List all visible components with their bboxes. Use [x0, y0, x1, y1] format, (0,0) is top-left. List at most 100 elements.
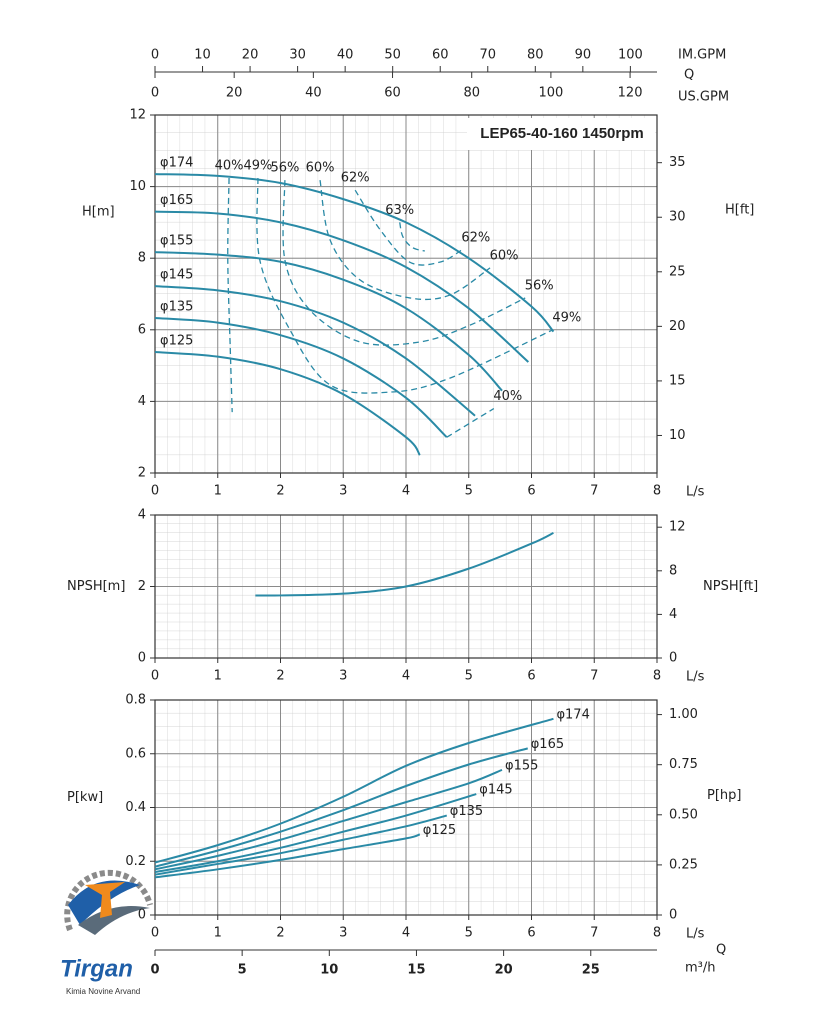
y-tick-label: 8	[138, 251, 146, 266]
series-label: φ125	[423, 823, 456, 838]
y-tick-label: 0	[138, 651, 146, 666]
y-tick-label: 0.6	[125, 746, 146, 761]
efficiency-label: 40%	[493, 389, 522, 404]
x-tick-label: 3	[339, 669, 347, 684]
title-box	[467, 118, 655, 150]
x-tick-label: 1	[214, 669, 222, 684]
bottom-axis-tick-label: 5	[238, 963, 247, 978]
efficiency-label: 60%	[490, 248, 519, 263]
efficiency-label: 49%	[552, 310, 581, 325]
y2-tick-label: 25	[669, 264, 686, 279]
y2-tick-label: 0	[669, 908, 677, 923]
curve	[154, 717, 554, 864]
logo-name: Tirgan	[60, 955, 133, 982]
x-tick-label: 2	[276, 926, 284, 941]
series-label: φ174	[556, 707, 589, 722]
y2-tick-label: 0	[669, 651, 677, 666]
top-axis-tick-label: 10	[194, 48, 211, 63]
y-tick-label: 4	[138, 394, 146, 409]
y-axis-label: H[m]	[82, 205, 115, 220]
logo-subtitle: Kimia Novine Arvand	[66, 987, 140, 996]
x-tick-label: 3	[339, 926, 347, 941]
top-axis-tick-label: 0	[151, 48, 159, 63]
curve	[154, 833, 421, 879]
efficiency-label: 56%	[270, 161, 299, 176]
bottom-axis-tick-label: 10	[320, 963, 338, 978]
series-label: φ125	[160, 333, 193, 348]
y-tick-label: 10	[129, 179, 146, 194]
top-axis-title: Q	[684, 68, 694, 83]
x-tick-label: 2	[276, 484, 284, 499]
top-axis-label: US.GPM	[678, 90, 729, 105]
y2-tick-label: 30	[669, 210, 686, 225]
y-tick-label: 0	[138, 908, 146, 923]
efficiency-label: 62%	[461, 230, 490, 245]
top-axis-tick-label: 70	[479, 48, 496, 63]
x-tick-label: 5	[465, 484, 473, 499]
efficiency-label: 40%	[215, 159, 244, 174]
series-label: φ135	[450, 804, 483, 819]
x-tick-label: 0	[151, 669, 159, 684]
bottom-axis-tick-label: 15	[407, 963, 425, 978]
y2-axis-label: NPSH[ft]	[703, 579, 758, 594]
x-tick-label: 0	[151, 484, 159, 499]
x-tick-label: 7	[590, 926, 598, 941]
x-tick-label: 4	[402, 669, 410, 684]
top-axis-tick-label: 80	[527, 48, 544, 63]
x-axis-label: L/s	[686, 485, 705, 500]
y2-tick-label: 15	[669, 373, 686, 388]
top-axis-tick-label: 80	[463, 86, 480, 101]
y2-tick-label: 10	[669, 428, 686, 443]
x-tick-label: 3	[339, 484, 347, 499]
x-tick-label: 4	[402, 484, 410, 499]
top-axis-tick-label: 20	[242, 48, 259, 63]
top-axis-tick-label: 30	[289, 48, 306, 63]
x-tick-label: 5	[465, 669, 473, 684]
curve	[154, 251, 503, 392]
y-tick-label: 6	[138, 322, 146, 337]
top-axis-tick-label: 120	[618, 86, 643, 101]
top-axis-tick-label: 0	[151, 86, 159, 101]
y2-tick-label: 0.25	[669, 857, 698, 872]
series-label: φ155	[160, 234, 193, 249]
y2-tick-label: 4	[669, 607, 677, 622]
chart-title: LEP65-40-160 1450rpm	[480, 125, 643, 142]
top-axis-tick-label: 100	[538, 86, 563, 101]
x-tick-label: 1	[214, 926, 222, 941]
curve	[154, 768, 503, 871]
x-tick-label: 5	[465, 926, 473, 941]
curve	[154, 210, 530, 363]
efficiency-label: 60%	[306, 161, 335, 176]
y-tick-label: 12	[129, 108, 146, 123]
y2-tick-label: 1.00	[669, 707, 698, 722]
y2-tick-label: 35	[669, 155, 686, 170]
y-tick-label: 2	[138, 579, 146, 594]
top-axis-tick-label: 100	[618, 48, 643, 63]
top-axis-tick-label: 90	[575, 48, 592, 63]
series-label: φ174	[160, 156, 193, 171]
efficiency-curve	[319, 180, 491, 301]
curve	[154, 814, 448, 876]
efficiency-curve	[354, 189, 463, 266]
x-tick-label: 7	[590, 669, 598, 684]
top-axis-tick-label: 60	[432, 48, 449, 63]
series-label: φ135	[160, 299, 193, 314]
y-tick-label: 4	[138, 508, 146, 523]
efficiency-label: 56%	[525, 278, 554, 293]
series-label: φ155	[505, 758, 538, 773]
x-tick-label: 6	[527, 926, 535, 941]
efficiency-label: 49%	[243, 159, 272, 174]
top-axis-tick-label: 40	[305, 86, 322, 101]
bottom-axis-tick-label: 20	[495, 963, 513, 978]
x-tick-label: 8	[653, 926, 661, 941]
y-tick-label: 0.8	[125, 693, 146, 708]
curve	[154, 350, 421, 456]
efficiency-curve	[227, 177, 495, 438]
logo-wave	[78, 906, 150, 935]
bottom-axis-label: m³/h	[685, 961, 716, 976]
y-axis-label: NPSH[m]	[67, 579, 125, 594]
efficiency-curve	[256, 177, 554, 394]
logo-gear	[64, 869, 153, 932]
